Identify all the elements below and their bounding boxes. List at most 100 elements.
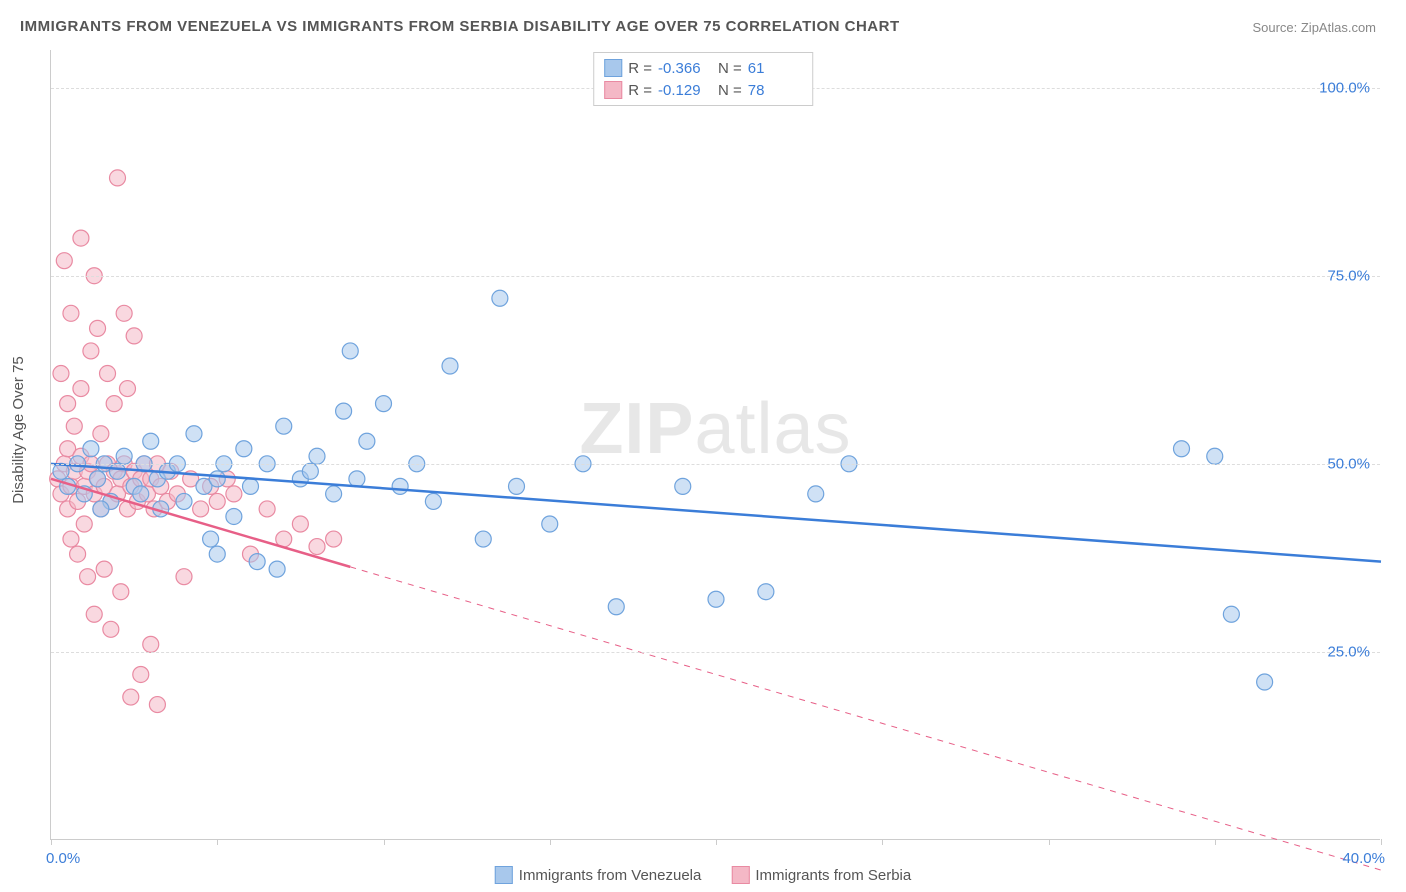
xtick	[882, 839, 883, 845]
legend-item-venezuela: Immigrants from Venezuela	[495, 866, 702, 884]
scatter-point	[359, 433, 375, 449]
stat-legend-box: R = -0.366 N = 61 R = -0.129 N = 78	[593, 52, 813, 106]
scatter-point	[376, 396, 392, 412]
scatter-point	[133, 666, 149, 682]
scatter-point	[76, 516, 92, 532]
bottom-legend: Immigrants from Venezuela Immigrants fro…	[495, 866, 911, 884]
scatter-point	[259, 501, 275, 517]
stat-N-serbia: 78	[748, 82, 802, 99]
scatter-point	[808, 486, 824, 502]
scatter-point	[349, 471, 365, 487]
scatter-point	[425, 493, 441, 509]
scatter-point	[83, 343, 99, 359]
scatter-point	[116, 305, 132, 321]
legend-item-serbia: Immigrants from Serbia	[731, 866, 911, 884]
scatter-point	[276, 418, 292, 434]
xtick	[217, 839, 218, 845]
gridline	[51, 652, 1380, 653]
ytick-label: 50.0%	[1327, 455, 1370, 472]
scatter-point	[193, 501, 209, 517]
scatter-point	[63, 305, 79, 321]
swatch-venezuela	[604, 59, 622, 77]
scatter-point	[209, 471, 225, 487]
scatter-point	[56, 253, 72, 269]
scatter-point	[80, 569, 96, 585]
scatter-point	[83, 441, 99, 457]
scatter-point	[133, 486, 149, 502]
x-axis-max-label: 40.0%	[1342, 850, 1385, 867]
scatter-point	[53, 366, 69, 382]
scatter-point	[103, 621, 119, 637]
scatter-point	[93, 501, 109, 517]
scatter-point	[90, 320, 106, 336]
scatter-point	[93, 426, 109, 442]
scatter-point	[119, 381, 135, 397]
x-axis-min-label: 0.0%	[46, 850, 80, 867]
scatter-point	[292, 516, 308, 532]
scatter-point	[442, 358, 458, 374]
scatter-point	[542, 516, 558, 532]
scatter-point	[226, 486, 242, 502]
scatter-point	[73, 230, 89, 246]
scatter-point	[1207, 448, 1223, 464]
scatter-point	[269, 561, 285, 577]
scatter-point	[249, 554, 265, 570]
stat-N-label: N =	[718, 82, 742, 99]
scatter-point	[392, 478, 408, 494]
scatter-point	[209, 493, 225, 509]
ytick-label: 75.0%	[1327, 267, 1370, 284]
scatter-point	[226, 508, 242, 524]
stat-R-label: R =	[628, 60, 652, 77]
scatter-svg	[51, 50, 1380, 839]
scatter-point	[1257, 674, 1273, 690]
scatter-point	[675, 478, 691, 494]
stat-N-venezuela: 61	[748, 60, 802, 77]
ytick-label: 25.0%	[1327, 643, 1370, 660]
scatter-point	[509, 478, 525, 494]
scatter-point	[326, 486, 342, 502]
scatter-point	[70, 546, 86, 562]
xtick	[1049, 839, 1050, 845]
scatter-point	[63, 531, 79, 547]
scatter-point	[326, 531, 342, 547]
legend-swatch-serbia	[731, 866, 749, 884]
legend-label-venezuela: Immigrants from Venezuela	[519, 867, 702, 884]
scatter-point	[123, 689, 139, 705]
source-label: Source: ZipAtlas.com	[1252, 20, 1376, 35]
scatter-point	[209, 546, 225, 562]
stat-row-venezuela: R = -0.366 N = 61	[604, 57, 802, 79]
scatter-point	[336, 403, 352, 419]
legend-swatch-venezuela	[495, 866, 513, 884]
xtick	[51, 839, 52, 845]
scatter-point	[186, 426, 202, 442]
y-axis-label: Disability Age Over 75	[10, 356, 27, 504]
scatter-point	[110, 463, 126, 479]
xtick	[1215, 839, 1216, 845]
scatter-point	[342, 343, 358, 359]
xtick	[550, 839, 551, 845]
scatter-point	[126, 328, 142, 344]
scatter-point	[708, 591, 724, 607]
scatter-point	[475, 531, 491, 547]
scatter-point	[492, 290, 508, 306]
scatter-point	[106, 396, 122, 412]
stat-R-serbia: -0.129	[658, 82, 712, 99]
chart-plot-area: ZIPatlas 0.0% 40.0% 25.0%50.0%75.0%100.0…	[50, 50, 1380, 840]
scatter-point	[309, 539, 325, 555]
chart-title: IMMIGRANTS FROM VENEZUELA VS IMMIGRANTS …	[20, 18, 900, 35]
scatter-point	[66, 418, 82, 434]
stat-N-label: N =	[718, 60, 742, 77]
stat-R-venezuela: -0.366	[658, 60, 712, 77]
scatter-point	[236, 441, 252, 457]
scatter-point	[1223, 606, 1239, 622]
xtick	[384, 839, 385, 845]
scatter-point	[243, 478, 259, 494]
scatter-point	[116, 448, 132, 464]
scatter-point	[90, 471, 106, 487]
stat-row-serbia: R = -0.129 N = 78	[604, 79, 802, 101]
legend-label-serbia: Immigrants from Serbia	[755, 867, 911, 884]
scatter-point	[309, 448, 325, 464]
xtick	[1381, 839, 1382, 845]
scatter-point	[203, 531, 219, 547]
scatter-point	[86, 606, 102, 622]
